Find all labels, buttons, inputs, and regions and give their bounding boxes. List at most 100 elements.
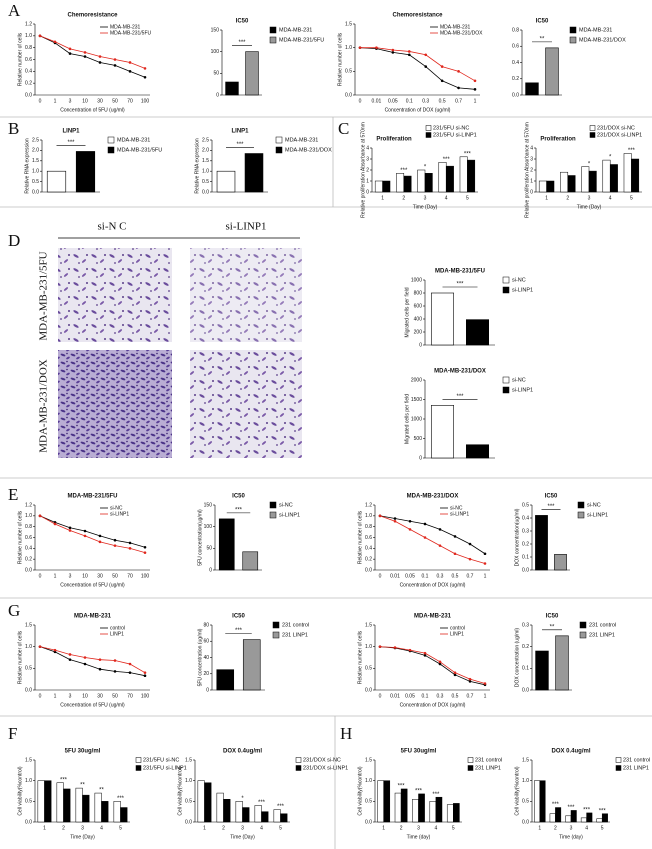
y-tick-label: 2 (366, 167, 369, 173)
chart-title: LINP1 (231, 129, 249, 135)
x-tick-label: 30 (97, 573, 103, 579)
x-tick-label: 0 (39, 573, 42, 579)
y-tick-label: 150 (211, 27, 220, 33)
legend-swatch (269, 501, 277, 509)
legend-label: si-LINP1 (587, 512, 608, 518)
y-tick-label: 0.5 (25, 666, 32, 672)
y-tick-label: 1.5 (365, 757, 372, 763)
x-tick-label: 0.5 (439, 98, 446, 104)
chart-title: Proliferation (376, 137, 412, 143)
legend-label: 231 control (623, 757, 650, 763)
y-tick-label: 0.0 (25, 819, 32, 825)
y-tick-label: 100 (211, 49, 220, 55)
bar (555, 635, 569, 691)
significance: * (588, 161, 591, 167)
marker (113, 544, 117, 547)
marker (457, 86, 460, 90)
x-tick-label: 50 (112, 693, 118, 699)
y-tick-label: 0.6 (365, 535, 372, 541)
bar (377, 780, 384, 823)
marker (440, 79, 444, 83)
x-tick-label: 1 (54, 573, 57, 579)
line (39, 646, 146, 677)
bar (609, 164, 618, 193)
legend-swatch (275, 146, 283, 154)
marker (128, 61, 132, 64)
chart-title: Proliferation (540, 137, 576, 143)
y-tick-label: 800 (414, 290, 423, 296)
y-tick-label: 1.5 (32, 158, 39, 164)
x-tick-label: 5 (279, 825, 282, 831)
marker (391, 48, 395, 52)
legend-swatch (502, 386, 510, 394)
marker (53, 648, 57, 652)
y-tick-label: 0.5 (365, 666, 372, 672)
significance: *** (628, 148, 636, 154)
significance: *** (547, 504, 555, 510)
chart-title: IC50 (232, 614, 245, 620)
y-tick-label: 1.0 (365, 513, 372, 519)
bar (602, 159, 611, 193)
x-tick-label: 0.1 (422, 573, 429, 579)
legend-label: control (110, 625, 125, 631)
significance: *** (415, 788, 423, 794)
bar (44, 780, 52, 823)
bar (430, 405, 454, 459)
y-tick-label: 0.8 (25, 45, 32, 51)
line (359, 47, 476, 90)
marker (378, 645, 382, 648)
legend-label: 231/5FU si-LINP1 (433, 132, 477, 138)
legend-swatch (579, 631, 587, 639)
bar (245, 51, 259, 96)
legend-swatch (569, 26, 577, 34)
y-tick-label: 0.4 (365, 546, 372, 552)
bar (216, 792, 224, 823)
y-tick-label: 50 (206, 546, 212, 552)
chart-title: IC50 (545, 494, 558, 500)
x-tick-label: 0.3 (422, 98, 429, 104)
legend-swatch (295, 765, 302, 771)
legend-label: 231/5FU si-NC (433, 125, 469, 131)
marker (424, 65, 428, 68)
bar (396, 173, 405, 193)
x-tick-label: 2 (222, 825, 225, 831)
legend-swatch (425, 125, 432, 131)
x-tick-label: 30 (97, 693, 103, 699)
micrograph (190, 248, 302, 342)
y-tick-label: 1.0 (25, 644, 32, 650)
y-axis-label: Migrated cells per field (404, 394, 410, 444)
bar (46, 170, 67, 193)
legend-swatch (579, 621, 587, 629)
x-tick-label: 1 (538, 825, 541, 831)
y-tick-label: 0.4 (512, 60, 519, 66)
y-tick-label: 0 (209, 567, 212, 573)
marker (113, 58, 117, 61)
legend-label: 231 LINP1 (475, 765, 501, 771)
y-axis-label: Relative number of cells (17, 510, 23, 564)
chart-title: IC50 (232, 494, 245, 500)
line (379, 646, 486, 686)
y-tick-label: 0.0 (522, 687, 529, 693)
y-tick-label: 0.1 (522, 554, 529, 560)
y-tick-label: 0.5 (25, 799, 32, 805)
y-tick-label: 1.5 (25, 757, 32, 763)
legend-swatch (589, 132, 596, 138)
x-tick-label: 1 (484, 573, 487, 579)
x-tick-label: 70 (127, 98, 133, 104)
x-tick-label: 100 (141, 98, 150, 104)
bar (417, 169, 426, 193)
marker (98, 667, 102, 671)
line (39, 515, 146, 548)
legend-label: MDA-MB-231 (279, 27, 312, 33)
x-tick-label: 3 (417, 825, 420, 831)
x-tick-label: 10 (82, 693, 88, 699)
bar (242, 807, 250, 823)
significance: *** (235, 507, 243, 513)
legend-label: si-LINP1 (512, 287, 533, 293)
significance: *** (258, 800, 266, 806)
legend-swatch (269, 511, 277, 519)
line (379, 515, 486, 564)
y-tick-label: 1 (530, 178, 533, 184)
marker (38, 514, 42, 518)
panel-letter: C (338, 119, 349, 138)
